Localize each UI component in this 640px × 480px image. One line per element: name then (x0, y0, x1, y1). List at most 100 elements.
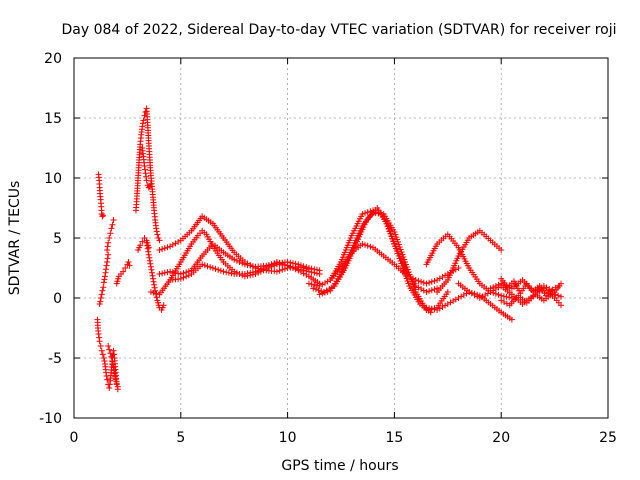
data-point-interp (276, 259, 283, 266)
data-point-interp (139, 120, 146, 127)
data-point (109, 221, 116, 228)
data-point (96, 338, 103, 345)
data-point-interp (151, 284, 158, 291)
data-point (106, 346, 113, 353)
data-point-interp (313, 282, 320, 289)
data-point-interp (552, 284, 559, 291)
data-point-interp (183, 273, 190, 280)
data-point (100, 212, 107, 219)
data-point (444, 301, 451, 307)
data-point (209, 265, 216, 271)
data-point-interp (255, 267, 262, 274)
data-point (263, 263, 270, 270)
data-point-interp (159, 270, 166, 277)
data-point-interp (175, 270, 182, 277)
data-point (104, 259, 111, 265)
data-point-interp (500, 293, 507, 300)
data-point-interp (149, 272, 156, 279)
data-point-interp (311, 266, 318, 273)
data-point (105, 239, 112, 246)
data-point (241, 271, 248, 277)
grid (74, 58, 608, 418)
data-point-interp (503, 293, 510, 300)
data-point (508, 316, 515, 323)
data-point (104, 247, 111, 253)
data-point (220, 268, 227, 275)
data-point (109, 358, 116, 365)
data-point (284, 262, 291, 269)
data-point-interp (153, 290, 160, 297)
data-point-interp (300, 265, 307, 271)
data-point-interp (418, 278, 425, 285)
data-point (310, 285, 317, 292)
data-point-interp (150, 278, 157, 285)
data-point (147, 181, 154, 187)
data-point-interp (147, 260, 154, 267)
data-point (139, 238, 146, 245)
data-point (177, 275, 184, 282)
data-point-interp (324, 278, 331, 285)
data-point-interp (217, 267, 224, 274)
data-point (110, 364, 117, 371)
data-point-interp (420, 287, 427, 294)
data-point-interp (265, 262, 272, 269)
data-point-interp (150, 289, 157, 296)
y-tick-label: 20 (44, 51, 62, 67)
data-point (316, 291, 323, 298)
x-tick-label: 20 (492, 430, 510, 446)
data-point-interp (225, 269, 232, 276)
data-point-interp (418, 286, 425, 292)
data-point-interp (104, 255, 111, 262)
data-point (103, 369, 110, 376)
data-point-interp (308, 265, 315, 272)
data-point (107, 230, 114, 237)
chart-title: Day 084 of 2022, Sidereal Day-to-day VTE… (61, 22, 616, 38)
data-points (94, 105, 565, 393)
data-point (106, 235, 113, 241)
data-point-interp (112, 373, 119, 380)
data-point (100, 279, 107, 286)
data-point-interp (239, 260, 246, 267)
data-point-interp (468, 290, 475, 297)
data-point-interp (276, 267, 283, 274)
data-point-interp (146, 254, 153, 261)
data-point-interp (362, 241, 369, 248)
data-point-interp (362, 210, 369, 217)
data-point-interp (249, 269, 256, 276)
data-point-interp (281, 261, 288, 268)
data-point-interp (447, 299, 454, 306)
data-point (423, 280, 430, 287)
data-point (145, 244, 152, 251)
data-point-interp (318, 288, 325, 295)
data-point-interp (153, 228, 160, 235)
data-point-interp (428, 278, 435, 285)
data-point-interp (145, 248, 152, 255)
data-point-interp (172, 240, 179, 247)
data-point (444, 289, 451, 295)
data-point (423, 304, 430, 311)
data-point (100, 284, 107, 291)
data-point (154, 231, 161, 238)
data-point (113, 380, 120, 387)
data-point-interp (439, 274, 446, 280)
data-point-interp (111, 367, 118, 374)
x-tick-label: 10 (279, 430, 297, 446)
data-point-interp (458, 293, 465, 300)
data-point-interp (164, 269, 171, 276)
x-tick-label: 15 (385, 430, 403, 446)
data-point-interp (151, 281, 158, 288)
data-point-interp (492, 283, 499, 289)
data-point (558, 293, 565, 300)
data-point (147, 289, 154, 295)
data-point-interp (260, 265, 267, 271)
data-point-interp (364, 242, 371, 249)
data-point-interp (495, 281, 502, 288)
data-point (95, 331, 102, 337)
data-point (427, 309, 434, 316)
data-point (99, 351, 106, 358)
data-point (273, 268, 280, 275)
data-point-interp (161, 269, 168, 276)
data-point-interp (450, 298, 457, 304)
data-point-interp (495, 291, 502, 298)
data-point (114, 383, 121, 390)
